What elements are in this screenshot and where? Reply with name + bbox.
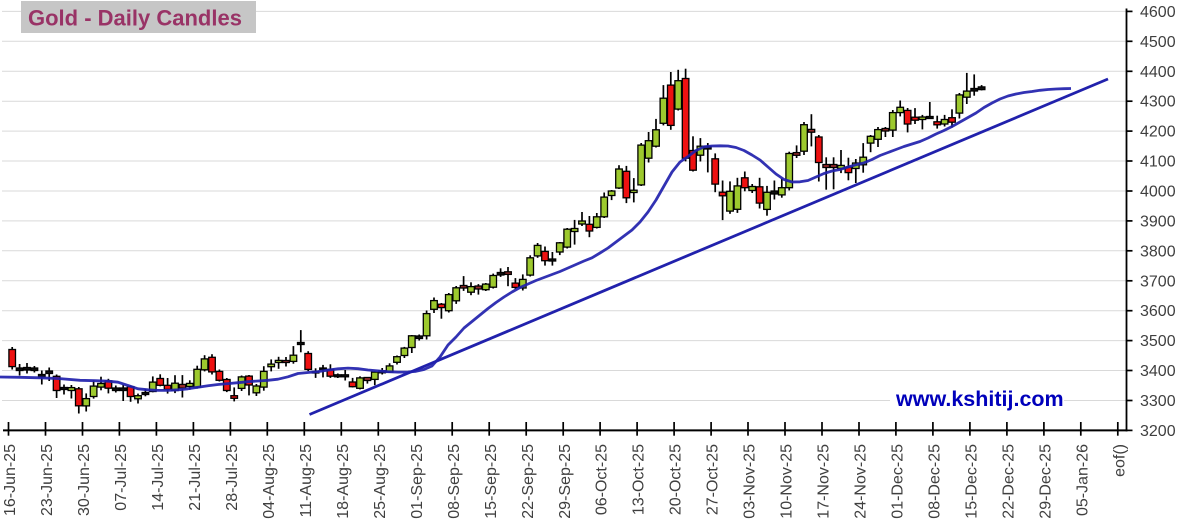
- svg-text:25-Aug-25: 25-Aug-25: [372, 444, 389, 519]
- svg-text:22-Dec-25: 22-Dec-25: [1001, 444, 1018, 519]
- svg-text:3300: 3300: [1140, 393, 1176, 410]
- svg-text:4100: 4100: [1140, 154, 1176, 171]
- svg-text:3200: 3200: [1140, 423, 1176, 440]
- svg-text:11-Aug-25: 11-Aug-25: [298, 444, 315, 518]
- svg-text:17-Nov-25: 17-Nov-25: [816, 444, 833, 519]
- svg-text:3600: 3600: [1140, 303, 1176, 320]
- svg-text:21-Jul-25: 21-Jul-25: [187, 444, 204, 511]
- svg-text:08-Sep-25: 08-Sep-25: [446, 444, 463, 519]
- svg-text:3400: 3400: [1140, 363, 1176, 380]
- svg-text:4000: 4000: [1140, 184, 1176, 201]
- svg-text:4200: 4200: [1140, 124, 1176, 141]
- svg-text:20-Oct-25: 20-Oct-25: [668, 444, 685, 515]
- svg-text:22-Sep-25: 22-Sep-25: [520, 444, 537, 519]
- svg-text:05-Jan-26: 05-Jan-26: [1074, 444, 1091, 516]
- svg-text:01-Dec-25: 01-Dec-25: [890, 444, 907, 519]
- svg-text:3700: 3700: [1140, 273, 1176, 290]
- svg-text:www.kshitij.com: www.kshitij.com: [895, 387, 1064, 411]
- svg-text:10-Nov-25: 10-Nov-25: [779, 444, 796, 519]
- svg-text:23-Jun-25: 23-Jun-25: [39, 444, 56, 516]
- svg-text:15-Dec-25: 15-Dec-25: [964, 444, 981, 519]
- svg-text:30-Jun-25: 30-Jun-25: [76, 444, 93, 516]
- svg-text:04-Aug-25: 04-Aug-25: [261, 444, 278, 519]
- svg-text:06-Oct-25: 06-Oct-25: [594, 444, 611, 515]
- svg-text:3800: 3800: [1140, 243, 1176, 260]
- svg-text:4300: 4300: [1140, 94, 1176, 111]
- svg-text:15-Sep-25: 15-Sep-25: [483, 444, 500, 519]
- svg-text:27-Oct-25: 27-Oct-25: [705, 444, 722, 515]
- svg-text:07-Jul-25: 07-Jul-25: [113, 444, 130, 511]
- svg-text:4400: 4400: [1140, 64, 1176, 81]
- svg-text:24-Nov-25: 24-Nov-25: [853, 444, 870, 519]
- svg-text:13-Oct-25: 13-Oct-25: [631, 444, 648, 515]
- svg-text:03-Nov-25: 03-Nov-25: [742, 444, 759, 519]
- svg-text:29-Dec-25: 29-Dec-25: [1038, 444, 1055, 519]
- svg-text:eof(): eof(): [1111, 444, 1128, 477]
- svg-text:3500: 3500: [1140, 333, 1176, 350]
- svg-text:28-Jul-25: 28-Jul-25: [224, 444, 241, 511]
- svg-text:01-Sep-25: 01-Sep-25: [409, 444, 426, 519]
- svg-text:18-Aug-25: 18-Aug-25: [335, 444, 352, 519]
- svg-text:16-Jun-25: 16-Jun-25: [2, 444, 19, 516]
- svg-text:4500: 4500: [1140, 34, 1176, 51]
- svg-text:29-Sep-25: 29-Sep-25: [557, 444, 574, 519]
- svg-text:3900: 3900: [1140, 213, 1176, 230]
- svg-text:Gold - Daily Candles: Gold - Daily Candles: [28, 6, 242, 31]
- svg-text:08-Dec-25: 08-Dec-25: [927, 444, 944, 519]
- svg-text:14-Jul-25: 14-Jul-25: [150, 444, 167, 511]
- svg-text:4600: 4600: [1140, 4, 1176, 21]
